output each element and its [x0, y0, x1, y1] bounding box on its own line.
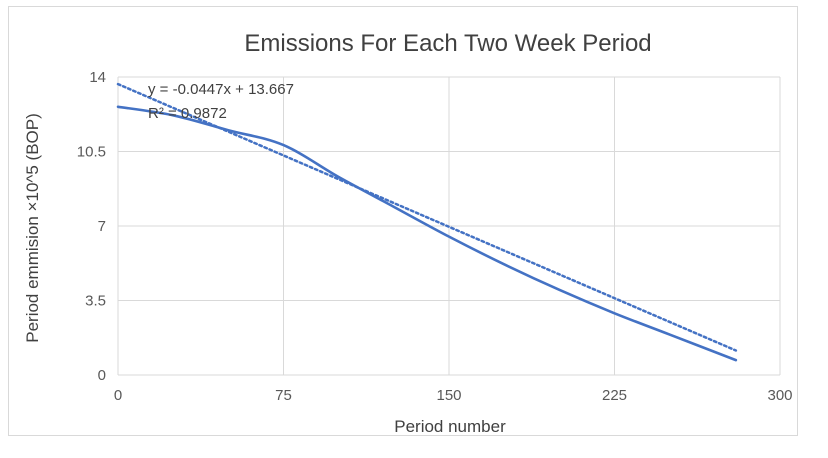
y-tick-label: 0: [98, 367, 106, 384]
x-tick-label: 300: [767, 387, 792, 404]
x-tick-label: 150: [436, 387, 461, 404]
x-tick-label: 75: [275, 387, 292, 404]
chart-title: Emissions For Each Two Week Period: [244, 30, 651, 57]
series-layer: [116, 82, 738, 362]
y-tick-label: 7: [98, 218, 106, 235]
x-axis-title: Period number: [394, 417, 506, 436]
grid-layer: [117, 76, 781, 376]
y-tick-label: 10.5: [77, 144, 106, 161]
y-axis-title: Period emmision ×10^5 (BOP): [23, 113, 42, 343]
y-tick-label: 3.5: [85, 293, 106, 310]
chart-frame: [8, 6, 798, 436]
x-tick-label: 0: [114, 387, 122, 404]
ticks-layer: 0 3.5 7 10.5 14 0 75 150 225 300: [77, 69, 793, 404]
y-tick-label: 14: [89, 69, 106, 86]
trendline-equation: y = -0.0447x + 13.667: [148, 81, 294, 98]
series-line: [116, 105, 738, 362]
x-tick-label: 225: [602, 387, 627, 404]
trendline-r-squared: R² = 0.9872: [148, 105, 227, 122]
